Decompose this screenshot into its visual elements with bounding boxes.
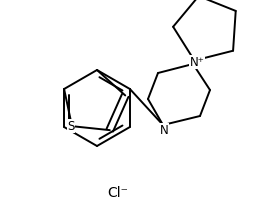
Text: S: S [67,120,75,133]
Text: N⁺: N⁺ [189,55,205,69]
Text: Cl⁻: Cl⁻ [107,186,129,200]
Text: N: N [160,124,168,137]
